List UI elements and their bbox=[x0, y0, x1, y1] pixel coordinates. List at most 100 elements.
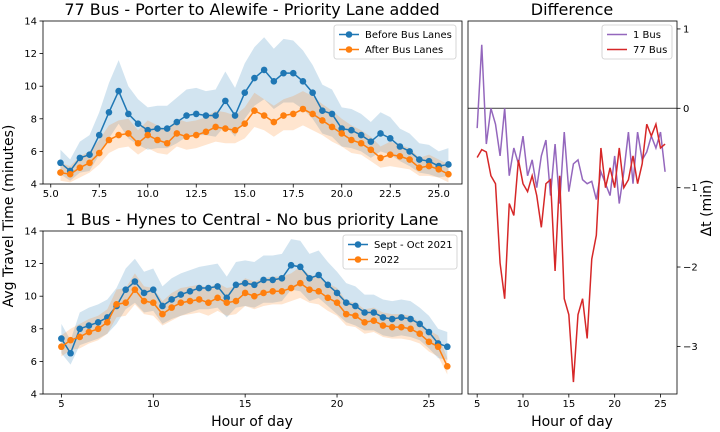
top-point-s1-24 bbox=[289, 110, 297, 118]
bottom-legend-marker-1 bbox=[354, 256, 362, 263]
top-point-s1-15 bbox=[202, 128, 210, 136]
bottom-point-s0-0 bbox=[58, 335, 65, 342]
bottom-point-s0-36 bbox=[388, 315, 396, 323]
top-point-s0-26 bbox=[309, 89, 316, 97]
bottom-y-tick-label-3: 10 bbox=[24, 292, 37, 303]
x-axis-label-right: Hour of day bbox=[531, 414, 613, 430]
top-point-s1-17 bbox=[222, 125, 229, 132]
bottom-x-tick-label-1: 10 bbox=[147, 399, 160, 410]
top-x-tick-label-2: 10.0 bbox=[137, 189, 159, 200]
bottom-point-s1-41 bbox=[434, 343, 442, 351]
top-x-tick-label-5: 17.5 bbox=[282, 189, 304, 200]
bottom-point-s1-27 bbox=[306, 286, 313, 293]
top-y-tick-label-3: 10 bbox=[24, 82, 37, 93]
bottom-point-s1-36 bbox=[388, 323, 396, 331]
top-point-s0-35 bbox=[396, 143, 404, 150]
panel-bottom: 5 10 15 20 25 4 6 8 10 12 14 Sept - Oct 2021 2022 bbox=[24, 227, 463, 410]
bottom-y-tick-label-4: 12 bbox=[24, 259, 37, 270]
bottom-axes-frame bbox=[42, 230, 463, 395]
bottom-x-tick-label-0: 5 bbox=[58, 399, 64, 410]
top-point-s1-32 bbox=[367, 146, 375, 154]
bottom-point-s0-34 bbox=[370, 309, 378, 316]
top-point-s0-30 bbox=[348, 126, 355, 134]
bottom-point-s0-39 bbox=[416, 320, 424, 328]
right-x-tick-label-4: 25 bbox=[654, 399, 667, 410]
bottom-point-s0-15 bbox=[195, 284, 203, 292]
top-legend-label-0: Before Bus Lanes bbox=[365, 30, 452, 41]
right-x-tick-label-1: 10 bbox=[517, 399, 530, 410]
bottom-point-s0-37 bbox=[398, 314, 405, 321]
top-y-tick-label-2: 8 bbox=[31, 114, 37, 125]
top-point-s1-6 bbox=[115, 131, 122, 139]
right-x-tick-label-3: 20 bbox=[608, 399, 621, 410]
top-point-s1-31 bbox=[357, 139, 365, 147]
bottom-point-s0-35 bbox=[379, 314, 387, 321]
bottom-point-s1-15 bbox=[195, 296, 203, 303]
bottom-point-s1-22 bbox=[260, 289, 267, 297]
bottom-legend-box bbox=[342, 234, 458, 270]
top-point-s0-34 bbox=[386, 135, 394, 142]
right-line-series-0 bbox=[476, 44, 666, 204]
bottom-point-s1-2 bbox=[76, 333, 84, 341]
right-line-series-1 bbox=[476, 121, 666, 383]
bottom-point-s1-18 bbox=[223, 299, 231, 307]
bottom-point-s1-35 bbox=[379, 322, 387, 329]
top-legend-marker-1 bbox=[345, 46, 353, 53]
bottom-point-s1-0 bbox=[58, 343, 65, 351]
chart-title-bottom: 1 Bus - Hynes to Central - No bus priori… bbox=[65, 210, 438, 229]
bottom-point-s1-5 bbox=[104, 318, 111, 326]
right-y-tick-label-0: 1 bbox=[683, 24, 689, 35]
top-y-tick-label-4: 12 bbox=[24, 49, 37, 60]
right-y-tick-label-2: −1 bbox=[683, 183, 698, 194]
top-axes-frame bbox=[42, 20, 463, 185]
bottom-point-s0-27 bbox=[306, 274, 313, 282]
bottom-y-tick-label-0: 4 bbox=[31, 390, 37, 401]
bottom-point-s0-26 bbox=[296, 263, 304, 271]
bottom-point-s0-24 bbox=[278, 274, 286, 282]
top-point-s0-4 bbox=[95, 131, 103, 139]
top-point-s1-21 bbox=[260, 112, 268, 119]
chart-title-right: Difference bbox=[531, 0, 613, 19]
top-point-s1-1 bbox=[66, 170, 74, 178]
top-point-s1-8 bbox=[134, 139, 142, 147]
bottom-point-s0-33 bbox=[361, 309, 368, 316]
bottom-x-tick-label-3: 20 bbox=[331, 399, 344, 410]
bottom-point-s1-32 bbox=[352, 312, 359, 320]
top-point-s0-12 bbox=[173, 118, 181, 126]
bottom-point-s1-9 bbox=[140, 297, 148, 305]
bottom-point-s1-11 bbox=[159, 310, 166, 318]
bottom-point-s1-6 bbox=[113, 301, 120, 308]
top-point-s0-33 bbox=[377, 130, 384, 137]
bottom-point-s0-19 bbox=[232, 281, 240, 289]
top-band-series-0 bbox=[60, 37, 449, 181]
bottom-point-s1-1 bbox=[67, 336, 74, 344]
top-point-s1-35 bbox=[396, 152, 404, 160]
bottom-point-s1-7 bbox=[122, 299, 129, 307]
bottom-point-s0-12 bbox=[168, 296, 175, 303]
top-point-s1-2 bbox=[76, 164, 84, 171]
top-point-s1-3 bbox=[86, 159, 93, 167]
top-point-s1-36 bbox=[406, 156, 413, 163]
bottom-point-s0-28 bbox=[315, 271, 322, 279]
top-point-s0-18 bbox=[231, 112, 239, 119]
top-point-s1-27 bbox=[319, 117, 326, 124]
bottom-point-s0-18 bbox=[223, 294, 231, 302]
bottom-point-s1-29 bbox=[324, 294, 332, 302]
top-point-s1-20 bbox=[251, 107, 258, 114]
right-y-tick-label-1: 0 bbox=[683, 104, 689, 115]
bottom-legend-label-0: Sept - Oct 2021 bbox=[374, 240, 453, 251]
bottom-point-s0-25 bbox=[287, 261, 295, 269]
bottom-point-s1-14 bbox=[186, 297, 194, 305]
top-x-tick-label-8: 25.0 bbox=[428, 189, 450, 200]
top-point-s1-40 bbox=[445, 170, 452, 178]
top-point-s0-24 bbox=[289, 69, 297, 77]
top-y-tick-label-0: 4 bbox=[31, 180, 37, 191]
top-point-s1-30 bbox=[348, 136, 355, 144]
top-point-s0-2 bbox=[76, 154, 84, 162]
bottom-point-s1-31 bbox=[342, 310, 350, 318]
bottom-point-s0-1 bbox=[67, 349, 74, 357]
bottom-legend-label-1: 2022 bbox=[374, 255, 399, 266]
right-y-tick-label-3: −2 bbox=[683, 263, 698, 274]
bottom-point-s1-30 bbox=[333, 299, 341, 307]
bottom-x-tick-label-2: 15 bbox=[239, 399, 252, 410]
